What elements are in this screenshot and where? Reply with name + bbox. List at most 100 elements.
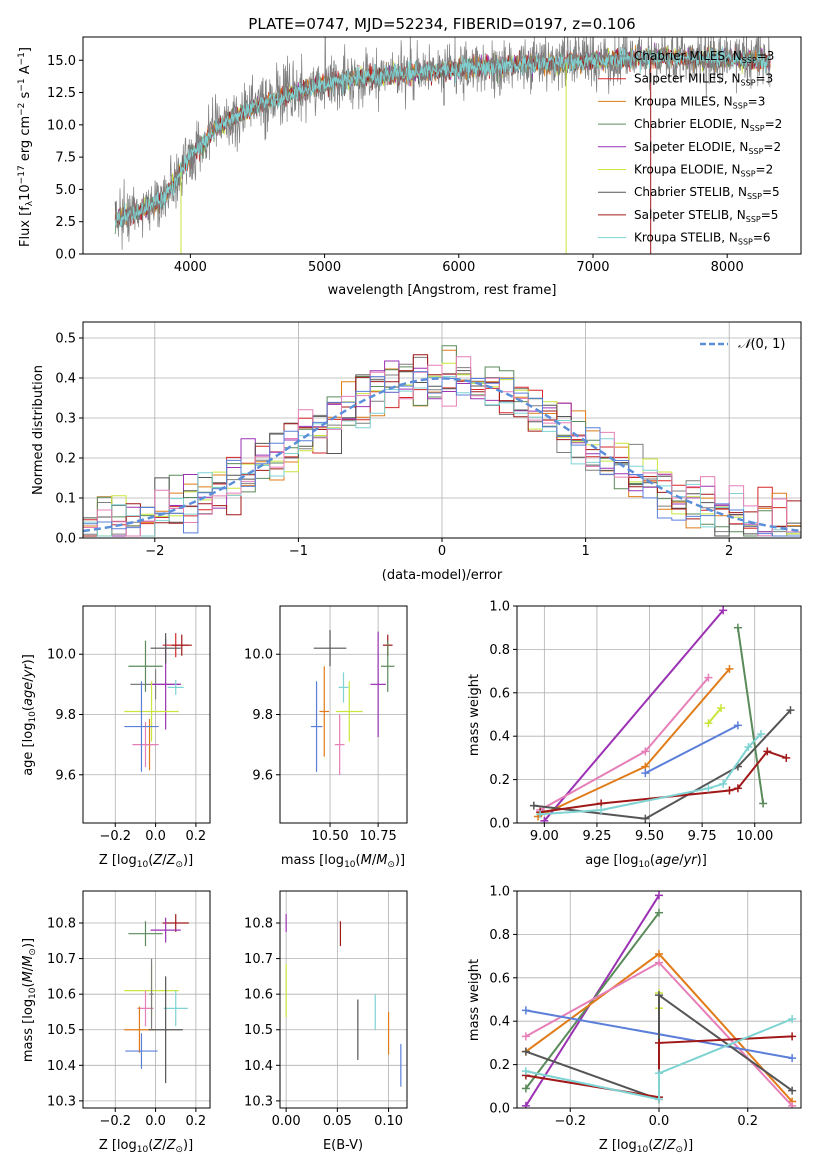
- y-tick-label: 9.6: [252, 768, 273, 783]
- legend-label: Kroupa STELIB, NSSP=6: [634, 231, 771, 247]
- y-tick-label: 10.6: [244, 988, 273, 1003]
- mZ-ylabel: mass [log10(M/M⊙)]: [21, 938, 38, 1062]
- x-tick-label: 0: [438, 544, 446, 559]
- x-tick-label: −0.2: [554, 1114, 586, 1129]
- x-tick-label: 9.25: [582, 829, 611, 844]
- y-tick-label: 9.8: [55, 708, 76, 723]
- y-tick-label: 0.3: [55, 412, 76, 427]
- y-tick-label: 0.8: [489, 928, 510, 943]
- mass-vs-extinction-panel: 0.00 0.05 0.10 10.3 10.4 10.5 10.6 10.7 10.8 E(B…: [244, 890, 408, 1153]
- y-tick-label: 0.5: [55, 332, 76, 347]
- y-tick-label: 10.8: [244, 917, 273, 932]
- weight-line-kroupa-stelib: [525, 1018, 793, 1101]
- legend-label: Salpeter STELIB, NSSP=5: [634, 208, 778, 224]
- y-tick-label: 12.5: [47, 86, 76, 101]
- y-tick-label: 0.6: [489, 971, 510, 986]
- y-tick-label: 0.0: [489, 1102, 510, 1117]
- x-tick-label: −0.2: [99, 829, 131, 844]
- residual-ylabel: Normed distribution: [31, 365, 46, 495]
- x-tick-label: 1: [581, 544, 589, 559]
- y-tick-label: 10.0: [47, 648, 76, 663]
- spectrum-ylabel: Flux [fλ10−17 erg cm−2 s−1 A−1]: [17, 47, 35, 247]
- x-tick-label: 5000: [308, 260, 341, 275]
- y-tick-label: 2.5: [55, 215, 76, 230]
- wAge-xlabel: age [log10(age/yr)]: [585, 853, 707, 870]
- spectrum-title: PLATE=0747, MJD=52234, FIBERID=0197, z=0…: [248, 15, 635, 33]
- legend-label: Salpeter ELODIE, NSSP=2: [634, 140, 781, 156]
- weight-line-chabrier-elodie: [736, 627, 765, 804]
- wZ-xlabel: Z [log10(Z/Z⊙)]: [599, 1138, 693, 1155]
- y-tick-label: 10.6: [47, 988, 76, 1003]
- normal-curve: [83, 377, 801, 533]
- x-tick-label: 10.75: [360, 829, 397, 844]
- y-tick-label: 10.3: [47, 1094, 76, 1109]
- residual-xlabel: (data-model)/error: [382, 568, 503, 583]
- weight-vs-age-panel: 9.00 9.25 9.50 9.75 10.000.00.20.40.60.81.0 …: [467, 600, 802, 870]
- mass-vs-metallicity-panel: −0.2 0.0 0.2 10.3 10.4 10.5 10.6 10.7 10.8 Z [lo…: [21, 890, 211, 1155]
- x-tick-label: 0.00: [272, 1114, 301, 1129]
- y-tick-label: 0.1: [55, 492, 76, 507]
- legend-label: Kroupa MILES, NSSP=3: [634, 94, 765, 110]
- plot-area: [521, 891, 797, 1108]
- x-tick-label: 10.50: [311, 829, 348, 844]
- legend-label: Kroupa ELODIE, NSSP=2: [634, 163, 773, 179]
- y-tick-label: 5.0: [55, 183, 76, 198]
- y-tick-label: 10.7: [47, 952, 76, 967]
- y-tick-label: 9.8: [252, 708, 273, 723]
- weight-line-salpeter-elodie: [543, 609, 724, 822]
- weight-line-salpeter-stelib: [539, 750, 787, 814]
- y-tick-label: 0.0: [55, 532, 76, 547]
- x-tick-label: 0.2: [186, 1114, 207, 1129]
- y-tick-label: 1.0: [489, 885, 510, 900]
- y-tick-label: 10.8: [47, 917, 76, 932]
- plot-area: [285, 914, 402, 1087]
- wZ-ylabel: mass weight: [467, 959, 482, 1041]
- plot-area: [124, 633, 192, 772]
- legend-label: Chabrier STELIB, NSSP=5: [634, 185, 780, 201]
- mZ-xlabel: Z [log10(Z/Z⊙)]: [99, 1138, 193, 1155]
- x-tick-label: 2: [725, 544, 733, 559]
- plot-area: [114, 37, 771, 254]
- age-vs-metallicity-panel: −0.2 0.0 0.2 9.6 9.8 10.0 Z [log10(Z/Z⊙)] age…: [21, 605, 211, 870]
- weight-line-kroupa-stelib: [540, 733, 762, 816]
- residual-legend: 𝒩(0, 1): [700, 337, 785, 352]
- axes-frame: [516, 605, 802, 824]
- x-tick-label: 9.75: [688, 829, 717, 844]
- weight-line-blue: [644, 724, 739, 774]
- plot-area: [310, 630, 395, 775]
- ageZ-ylabel: age [log10(age/yr)]: [21, 654, 38, 776]
- legend-label: Salpeter MILES, NSSP=3: [634, 72, 773, 88]
- x-tick-label: 6000: [442, 260, 475, 275]
- x-tick-label: 0.0: [145, 1114, 166, 1129]
- y-tick-label: 10.5: [47, 1023, 76, 1038]
- weight-vs-metallicity-panel: −0.2 0.0 0.2 0.0 0.2 0.4 0.6 0.8 1.0 Z [log10(Z/…: [467, 885, 802, 1155]
- y-tick-label: 10.4: [47, 1059, 76, 1074]
- x-tick-label: 4000: [174, 260, 207, 275]
- y-tick-label: 10.0: [244, 648, 273, 663]
- x-tick-label: −1: [289, 544, 308, 559]
- axes-frame: [82, 890, 211, 1109]
- wAge-ylabel: mass weight: [467, 674, 482, 756]
- normal-legend-label: 𝒩(0, 1): [738, 337, 785, 352]
- y-tick-label: 0.2: [489, 773, 510, 788]
- y-tick-label: 0.0: [55, 248, 76, 263]
- y-tick-label: 10.7: [244, 952, 273, 967]
- x-tick-label: 8000: [711, 260, 744, 275]
- mE-xlabel: E(B-V): [323, 1138, 363, 1153]
- y-tick-label: 0.0: [489, 817, 510, 832]
- ageZ-xlabel: Z [log10(Z/Z⊙)]: [99, 853, 193, 870]
- y-tick-label: 0.6: [489, 686, 510, 701]
- y-tick-label: 0.2: [489, 1058, 510, 1073]
- x-tick-label: 0.05: [323, 1114, 352, 1129]
- x-tick-label: −2: [145, 544, 164, 559]
- x-tick-label: 0.2: [186, 829, 207, 844]
- x-tick-label: 10.00: [736, 829, 773, 844]
- spectrum-panel: PLATE=0747, MJD=52234, FIBERID=0197, z=0…: [17, 15, 802, 298]
- x-tick-label: 0.0: [649, 1114, 670, 1129]
- spectrum-legend: Chabrier MILES, NSSP=3 Salpeter MILES, NS…: [598, 49, 782, 247]
- y-tick-label: 9.6: [55, 768, 76, 783]
- y-tick-label: 0.4: [55, 372, 76, 387]
- spectrum-xlabel: wavelength [Angstrom, rest frame]: [328, 283, 557, 298]
- x-tick-label: 0.2: [737, 1114, 758, 1129]
